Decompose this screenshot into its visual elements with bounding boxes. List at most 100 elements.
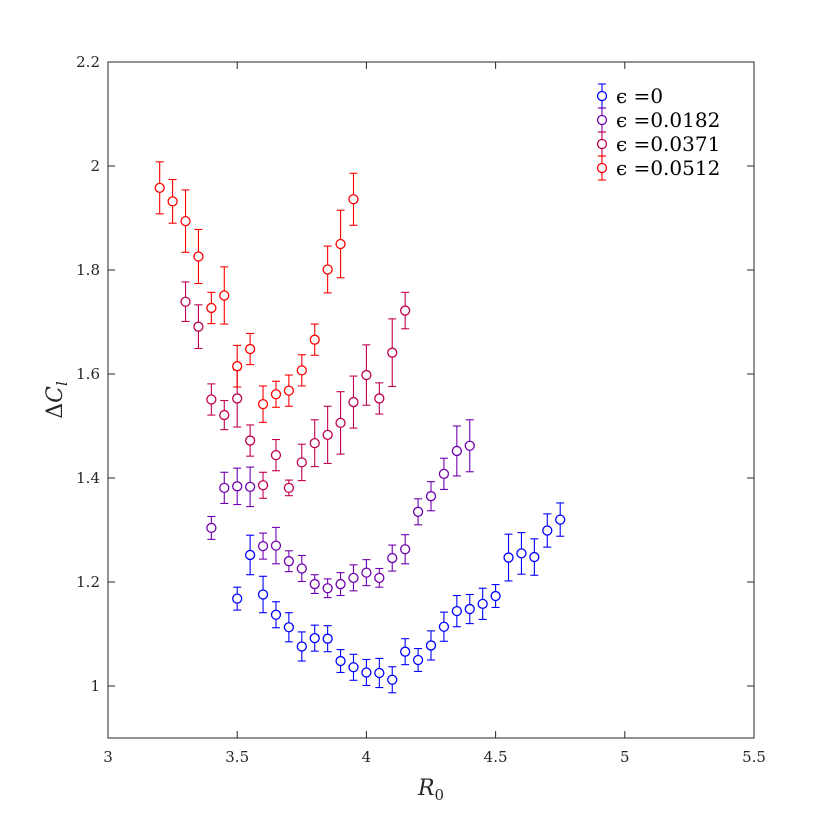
x-tick-label: 5.5: [742, 748, 766, 766]
legend-label: ϵ =0.0371: [616, 132, 720, 156]
legend-marker: [596, 162, 608, 174]
data-point: [244, 549, 256, 561]
data-point: [232, 593, 243, 604]
data-point: [451, 445, 462, 457]
data-point: [451, 605, 462, 617]
data-point: [400, 544, 411, 555]
legend-label: ϵ =0.0182: [616, 108, 720, 132]
data-point: [244, 435, 256, 446]
data-marks: [154, 161, 566, 694]
y-tick-label: 2: [90, 157, 100, 175]
data-point: [516, 548, 527, 559]
data-point: [309, 578, 320, 590]
y-axis-label: ΔCl: [43, 381, 71, 419]
data-point: [490, 590, 501, 602]
data-point: [309, 438, 320, 449]
data-point: [270, 609, 282, 620]
data-point: [180, 296, 191, 307]
data-point: [283, 556, 295, 567]
y-tick-label: 1: [90, 677, 100, 695]
data-point: [167, 196, 178, 207]
data-point: [193, 251, 204, 262]
data-point: [219, 409, 230, 421]
data-point: [232, 361, 243, 372]
data-point: [257, 399, 269, 410]
data-point: [296, 365, 307, 376]
data-point: [335, 655, 346, 667]
x-tick-label: 5: [620, 748, 630, 766]
data-point: [438, 468, 450, 479]
y-tick-label: 1.8: [76, 261, 100, 279]
data-point: [412, 506, 424, 517]
data-point: [206, 522, 217, 534]
x-tick-label: 4: [362, 748, 372, 766]
data-point: [154, 182, 165, 193]
data-point: [412, 654, 424, 666]
data-point: [219, 290, 230, 301]
data-point: [270, 449, 282, 461]
data-point: [387, 347, 398, 358]
data-point: [219, 482, 230, 494]
data-point: [348, 572, 359, 583]
data-point: [555, 514, 566, 525]
series-group: [180, 281, 411, 499]
data-point: [464, 603, 475, 615]
data-point: [296, 641, 307, 652]
legend-marker: [596, 114, 608, 126]
legend-marker: [596, 90, 608, 102]
data-point: [283, 622, 295, 633]
y-tick-label: 1.4: [76, 469, 100, 487]
data-point: [257, 480, 269, 491]
data-point: [270, 389, 282, 400]
data-point: [335, 417, 346, 429]
data-point: [425, 491, 437, 502]
x-axis-label: R0: [417, 776, 444, 804]
axis-ticks: 3 3.5 4 4.5 5 5.5 1 1.2 1.4 1.6 1.8 2 2.2: [76, 53, 766, 766]
x-tick-label: 3: [103, 748, 113, 766]
data-point: [283, 385, 295, 396]
data-point: [257, 540, 269, 552]
data-point: [387, 674, 398, 685]
data-point: [335, 238, 346, 250]
data-point: [400, 305, 411, 316]
data-point: [335, 578, 346, 590]
data-point: [270, 540, 282, 551]
data-point: [296, 457, 307, 468]
data-point: [257, 589, 269, 600]
data-point: [348, 396, 359, 408]
data-point: [322, 583, 333, 594]
data-point: [232, 481, 243, 492]
data-point: [374, 572, 385, 583]
data-point: [361, 369, 372, 381]
data-point: [503, 552, 514, 563]
data-point: [477, 598, 488, 609]
data-point: [244, 481, 256, 492]
data-point: [425, 640, 437, 651]
y-tick-label: 1.6: [76, 365, 100, 383]
data-point: [542, 525, 553, 536]
data-point: [322, 264, 333, 275]
data-point: [361, 567, 372, 578]
data-point: [529, 551, 540, 563]
data-point: [283, 482, 295, 494]
data-point: [232, 393, 243, 404]
data-point: [322, 429, 333, 440]
legend-label: ϵ =0.0512: [616, 156, 720, 180]
series-group: [206, 419, 475, 599]
y-tick-label: 2.2: [76, 53, 100, 71]
data-point: [206, 302, 217, 314]
data-point: [348, 194, 359, 205]
data-point: [206, 394, 217, 405]
data-point: [309, 334, 320, 345]
data-point: [309, 633, 320, 644]
x-tick-label: 3.5: [225, 748, 249, 766]
data-point: [244, 343, 256, 355]
data-point: [374, 667, 385, 679]
series-group: [232, 502, 566, 694]
series-group: [154, 161, 359, 423]
data-point: [464, 440, 475, 451]
data-point: [438, 621, 450, 632]
data-point: [400, 646, 411, 657]
data-point: [322, 633, 333, 644]
